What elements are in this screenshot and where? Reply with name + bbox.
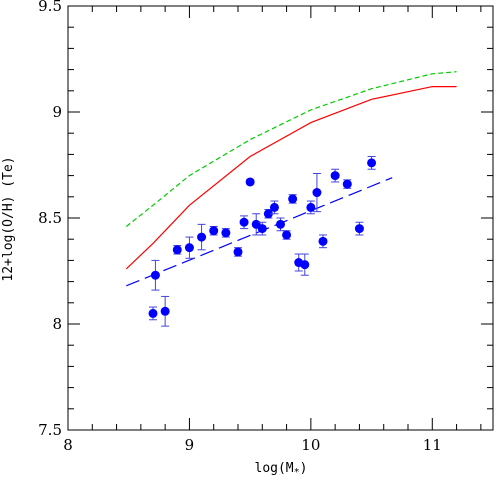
data-point (306, 202, 316, 212)
data-point (184, 243, 194, 253)
solid-model-line (125, 85, 457, 270)
y-tick-label: 7.5 (38, 421, 62, 439)
data-point (367, 158, 377, 168)
data-point (342, 179, 352, 189)
axis-ticks (67, 5, 493, 431)
data-point (160, 306, 170, 316)
data-point (233, 247, 243, 257)
y-tick-label: 8.5 (38, 209, 62, 227)
data-point (150, 270, 160, 280)
data-point (300, 260, 310, 270)
data-point (330, 171, 340, 181)
data-point (197, 232, 207, 242)
data-point (245, 177, 255, 187)
data-point (263, 209, 273, 219)
data-point (312, 188, 322, 198)
data-point (257, 224, 267, 234)
y-tick-label: 8 (52, 315, 62, 333)
data-point (172, 245, 182, 255)
data-point (239, 217, 249, 227)
y-tick-label: 9.5 (38, 0, 62, 15)
x-tick-label: 9 (185, 436, 195, 454)
data-point (269, 202, 279, 212)
x-tick-label: 10 (301, 436, 320, 454)
y-tick-label: 9 (52, 103, 62, 121)
data-point (318, 236, 328, 246)
data-point (288, 194, 298, 204)
x-tick-label: 11 (423, 436, 442, 454)
data-point (282, 230, 292, 240)
x-tick-label: 8 (63, 436, 73, 454)
y-axis-label: 12+log(O/H) (Te) (1, 156, 16, 281)
data-point (209, 226, 219, 236)
tick-labels: 8 9 10 117.588.599.5 (38, 0, 442, 454)
data-point (221, 228, 231, 238)
data-point (354, 224, 364, 234)
x-axis-label: log(M*) (255, 461, 308, 478)
data-point (148, 308, 158, 318)
short-dash-model-line (125, 71, 457, 227)
data-point (276, 219, 285, 229)
data-points (148, 156, 377, 327)
